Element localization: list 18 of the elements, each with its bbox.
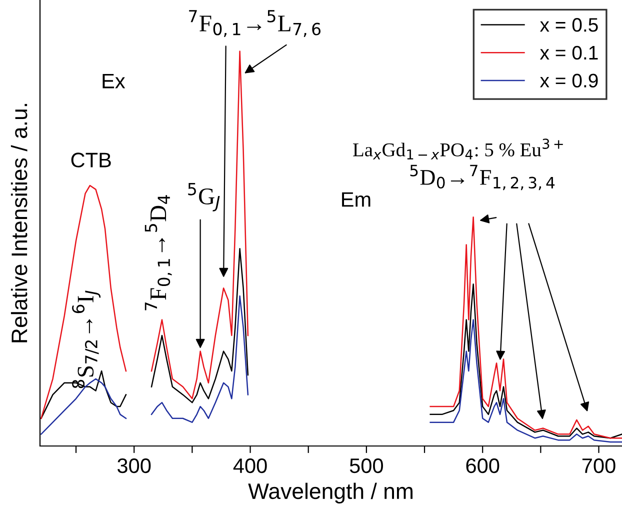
annotation: CTB — [71, 152, 111, 168]
annotation: La$_{x}$Gd$_{1−x}$PO$_{4}$: 5 % Eu$^{3+}$ — [353, 138, 563, 160]
annotation: Ex — [102, 74, 126, 88]
annotation: $^{5}$D$_{0}$→$^{7}$F$_{1,2,3,4}$ — [410, 164, 555, 190]
legend-label: x = 0.9 — [540, 74, 598, 88]
x-tick-label: 300 — [118, 458, 151, 474]
legend-label: x = 0.5 — [540, 18, 598, 32]
annotation: Em — [342, 192, 370, 207]
legend-label: x = 0.1 — [540, 46, 598, 60]
annotation: $^{7}$F$_{0,1}$→$^{5}$D$_{4}$ — [144, 195, 172, 310]
x-axis-title: Wavelength / nm — [248, 482, 412, 504]
y-axis-title: Relative Intensities / a.u. — [10, 104, 28, 342]
x-tick-label: 700 — [582, 458, 616, 474]
annotation: $^{7}$F$_{0,1}$→$^{5}$L$_{7,6}$ — [189, 10, 321, 37]
x-tick-label: 400 — [233, 458, 267, 474]
annotation: $^{5}$G$_{J}$ — [188, 183, 220, 212]
x-tick-label: 600 — [466, 458, 500, 474]
x-tick-label: 500 — [350, 458, 383, 474]
